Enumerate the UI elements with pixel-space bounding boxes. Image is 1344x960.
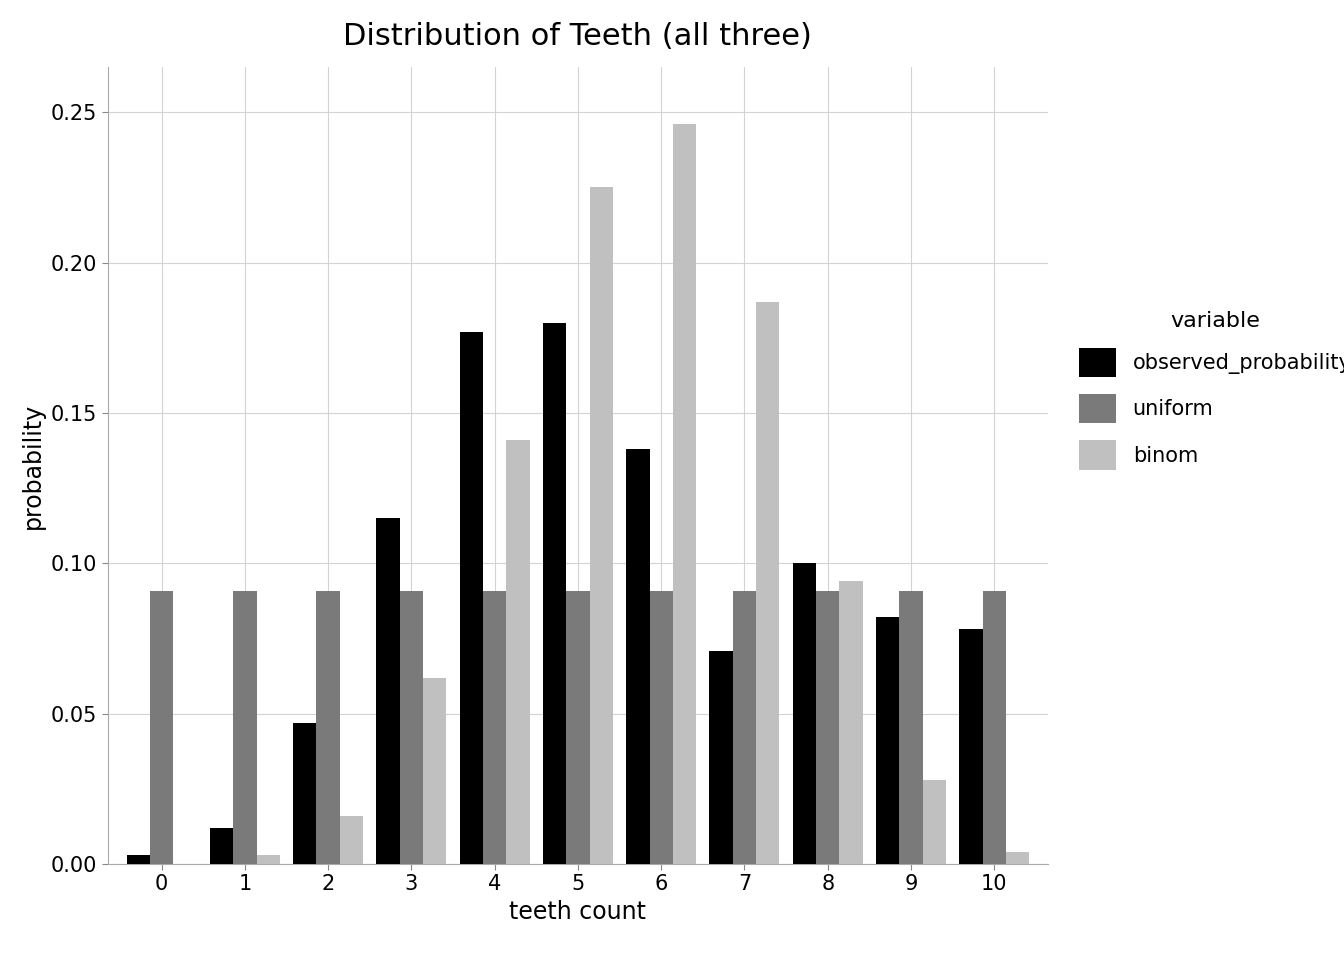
Bar (126, 855, 151, 864)
Bar (626, 449, 649, 864)
Bar (210, 828, 234, 864)
Bar (566, 590, 590, 864)
Bar (293, 723, 316, 864)
Bar (376, 518, 399, 864)
Bar (732, 590, 757, 864)
Bar (482, 590, 507, 864)
Legend: observed_probability, uniform, binom: observed_probability, uniform, binom (1068, 300, 1344, 480)
Bar (710, 651, 732, 864)
Bar (460, 332, 482, 864)
Bar (543, 323, 566, 864)
X-axis label: teeth count: teeth count (509, 900, 646, 924)
Bar (899, 590, 922, 864)
Bar (793, 564, 816, 864)
Bar (423, 678, 446, 864)
Bar (757, 301, 780, 864)
Bar (840, 582, 863, 864)
Bar (234, 590, 257, 864)
Bar (673, 125, 696, 864)
Bar (507, 440, 530, 864)
Bar (649, 590, 673, 864)
Bar (590, 187, 613, 864)
Bar (876, 617, 899, 864)
Bar (1005, 852, 1030, 864)
Bar (960, 630, 982, 864)
Title: Distribution of Teeth (all three): Distribution of Teeth (all three) (344, 22, 812, 51)
Bar (816, 590, 840, 864)
Bar (982, 590, 1005, 864)
Bar (316, 590, 340, 864)
Bar (922, 780, 946, 864)
Bar (151, 590, 173, 864)
Bar (340, 816, 363, 864)
Bar (257, 855, 280, 864)
Y-axis label: probability: probability (22, 402, 46, 529)
Bar (399, 590, 423, 864)
